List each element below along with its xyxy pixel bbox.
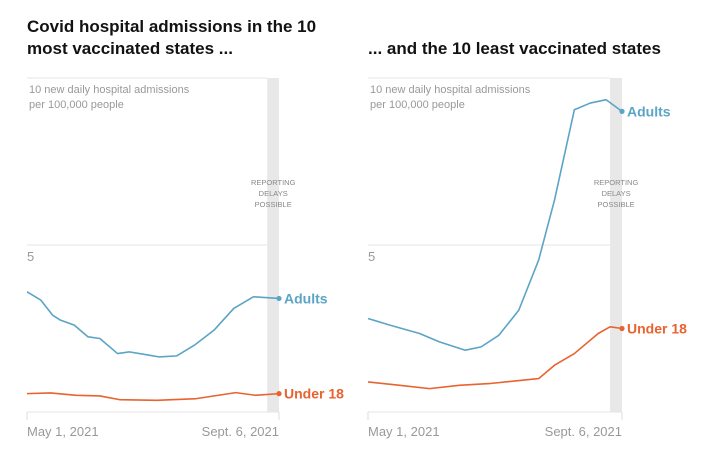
reporting-delays-note: REPORTING bbox=[251, 178, 296, 187]
series-end-dot bbox=[276, 295, 282, 302]
left-chart-title: Covid hospital admissions in the 10 most… bbox=[27, 17, 317, 58]
reporting-delays-note: DELAYS bbox=[602, 189, 631, 198]
series-label: Under 18 bbox=[284, 386, 344, 402]
x-tick-label: Sept. 6, 2021 bbox=[545, 424, 622, 439]
series-line-adults bbox=[367, 98, 623, 352]
series-line-adults bbox=[26, 291, 280, 358]
reporting-delays-note: POSSIBLE bbox=[255, 200, 292, 209]
y-tick-label: 5 bbox=[27, 249, 34, 264]
x-tick-label: Sept. 6, 2021 bbox=[202, 424, 279, 439]
series-end-dot bbox=[619, 325, 625, 332]
series-end-dot bbox=[619, 108, 625, 114]
reporting-delays-note: REPORTING bbox=[594, 178, 639, 187]
series-line-under-18 bbox=[26, 391, 280, 402]
x-tick-label: May 1, 2021 bbox=[27, 424, 99, 439]
reporting-delays-note: POSSIBLE bbox=[598, 200, 635, 209]
x-tick-label: May 1, 2021 bbox=[368, 424, 440, 439]
reporting-delays-note: DELAYS bbox=[259, 189, 288, 198]
series-end-dot bbox=[276, 391, 282, 397]
right-chart-title: ... and the 10 least vaccinated states bbox=[368, 39, 661, 58]
y-tick-label: 5 bbox=[368, 249, 375, 264]
series-label: Under 18 bbox=[627, 321, 687, 337]
series-line-under-18 bbox=[367, 326, 623, 390]
series-label: Adults bbox=[627, 103, 671, 119]
reporting-delay-band bbox=[610, 78, 622, 412]
y-axis-label: per 100,000 people bbox=[370, 99, 465, 111]
y-axis-label: 10 new daily hospital admissions bbox=[370, 84, 531, 96]
y-axis-label: 10 new daily hospital admissions bbox=[29, 84, 190, 96]
reporting-delay-band bbox=[267, 78, 279, 412]
series-label: Adults bbox=[284, 290, 328, 306]
y-axis-label: per 100,000 people bbox=[29, 99, 124, 111]
